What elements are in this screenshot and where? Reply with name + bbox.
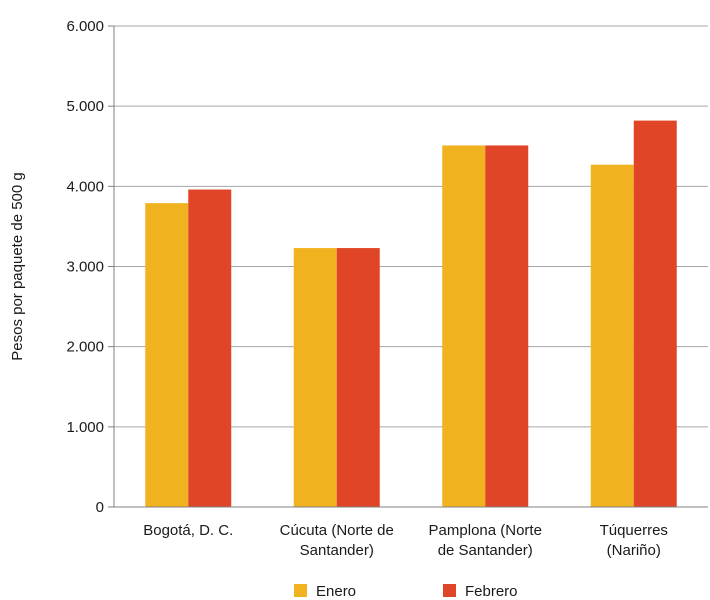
bar-febrero [336,248,380,508]
legend-label-febrero: Febrero [465,583,518,600]
x-category-label: Bogotá, D. C. [143,522,233,539]
x-category-label: Pamplona (Norte de Santander) [429,522,542,559]
y-tick-label: 3.000 [66,259,104,276]
y-tick-label: 5.000 [66,98,104,115]
y-tick-label: 1.000 [66,419,104,436]
y-tick-label: 6.000 [66,18,104,35]
legend-label-enero: Enero [316,583,356,600]
y-tick-label: 0 [96,499,104,516]
x-category-label: Túquerres (Nariño) [600,522,668,559]
bar-enero [145,203,189,507]
legend: Enero Febrero [294,583,518,600]
bar-enero [590,164,634,507]
bar-febrero [633,120,677,507]
bar-enero [442,145,486,507]
bar-enero [293,248,337,508]
bars [145,120,677,508]
legend-swatch-febrero [443,584,456,597]
legend-swatch-enero [294,584,307,597]
bar-febrero [188,189,232,508]
bar-febrero [485,145,529,507]
y-axis-label: Pesos por paquete de 500 g [9,172,26,360]
x-category-labels: Bogotá, D. C. Cúcuta (Norte de Santander) P… [143,522,668,559]
x-category-label: Cúcuta (Norte de Santander) [280,522,394,559]
axes [113,26,708,508]
y-tick-label: 4.000 [66,178,104,195]
y-tick-labels: 0 1.000 2.000 3.000 4.000 5.000 6.000 [66,18,104,516]
y-tick-label: 2.000 [66,339,104,356]
